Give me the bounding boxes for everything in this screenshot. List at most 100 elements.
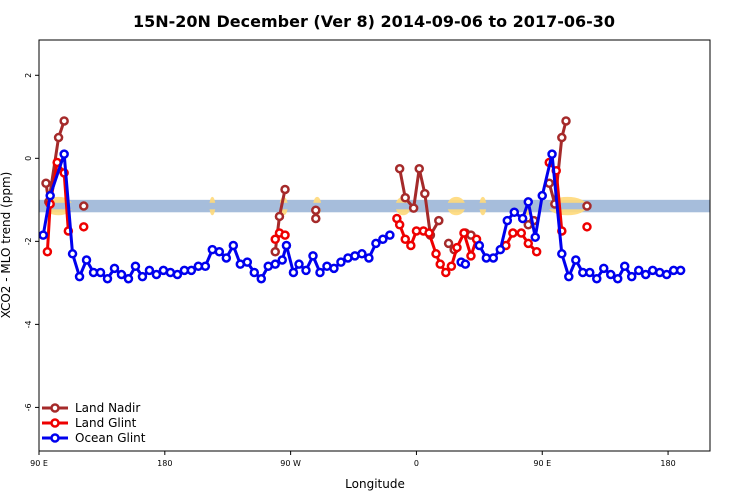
data-point [661, 269, 672, 280]
data-point [509, 207, 520, 218]
data-point [530, 232, 541, 242]
background-band [39, 196, 710, 216]
data-point [200, 261, 211, 272]
data-point [270, 234, 280, 245]
data-point [582, 222, 592, 232]
data-point [277, 255, 287, 265]
data-point [516, 228, 527, 238]
data-point [459, 228, 469, 238]
data-point [420, 188, 430, 199]
data-point [74, 271, 85, 282]
data-point [78, 222, 89, 232]
data-point [294, 259, 304, 269]
data-point [561, 116, 571, 126]
data-point [123, 273, 134, 284]
legend-item: Ocean Glint [42, 431, 146, 445]
data-point [495, 244, 506, 255]
series-land-nadir [41, 116, 592, 257]
data-point [281, 240, 292, 251]
legend-swatch-marker [50, 433, 60, 443]
x-tick-label: 90 E [30, 459, 48, 468]
data-point [357, 249, 367, 259]
x-axis: 90 E 180 90 W 0 90 E 180 [30, 451, 676, 468]
data-point [315, 267, 325, 278]
data-point [531, 246, 542, 257]
y-tick-label: -6 [24, 403, 33, 411]
data-point [270, 246, 280, 257]
data-point [408, 203, 419, 213]
data-point [466, 251, 476, 261]
data-point [452, 242, 462, 253]
data-point [633, 265, 644, 276]
data-point [41, 178, 51, 188]
data-point [364, 253, 374, 263]
data-point [564, 271, 574, 282]
plot-frame [38, 39, 711, 452]
data-point [431, 249, 441, 259]
data-point [446, 261, 457, 272]
data-point [95, 267, 106, 278]
data-point [434, 215, 444, 226]
data-point [214, 246, 225, 257]
data-point [443, 238, 454, 249]
data-point [42, 246, 53, 257]
data-point [102, 273, 113, 284]
data-point [523, 197, 534, 207]
data-point [502, 215, 513, 226]
data-point [571, 255, 581, 265]
data-point [557, 249, 567, 259]
legend-item: Land Glint [42, 416, 137, 430]
data-point [675, 265, 686, 276]
data-point [537, 190, 547, 201]
data-point [508, 228, 518, 238]
data-point [424, 228, 434, 238]
data-point [394, 163, 405, 174]
data-point [280, 230, 290, 240]
data-point [640, 269, 651, 280]
data-point [311, 213, 321, 224]
data-point [116, 269, 127, 280]
legend-swatch-marker [50, 403, 60, 413]
data-point [59, 149, 69, 159]
series-ocean-glint [38, 149, 686, 284]
data-point [592, 273, 602, 284]
series-layer [38, 116, 686, 284]
data-point [38, 230, 48, 240]
data-point [288, 267, 299, 278]
data-point [130, 261, 141, 272]
data-point [488, 253, 499, 263]
data-point [144, 265, 155, 276]
data-point [280, 184, 290, 195]
data-point [441, 267, 451, 278]
data-point [308, 251, 318, 261]
data-point [619, 261, 630, 272]
legend-swatch-marker [50, 418, 60, 428]
data-point [460, 259, 471, 269]
x-axis-label: Longitude [345, 477, 405, 491]
y-tick-label: -2 [24, 237, 33, 245]
y-tick-label: -4 [24, 320, 33, 328]
data-point [228, 240, 239, 251]
legend-label: Land Glint [75, 416, 137, 430]
data-point [109, 263, 120, 274]
data-point [270, 259, 280, 269]
data-point [605, 269, 616, 280]
y-axis: 2 0 -2 -4 -6 [24, 73, 39, 411]
data-point [45, 190, 55, 201]
band-core [39, 202, 710, 210]
data-point [394, 219, 405, 230]
data-point [249, 267, 260, 278]
data-point [137, 271, 148, 282]
x-tick-label: 90 W [280, 459, 301, 468]
data-point [81, 255, 92, 265]
data-point [221, 253, 232, 263]
data-point [547, 149, 557, 159]
legend-label: Land Nadir [75, 401, 140, 415]
data-point [517, 213, 528, 224]
data-point [385, 230, 395, 240]
data-point [53, 132, 64, 143]
x-tick-label: 180 [660, 459, 675, 468]
data-point [626, 271, 637, 282]
